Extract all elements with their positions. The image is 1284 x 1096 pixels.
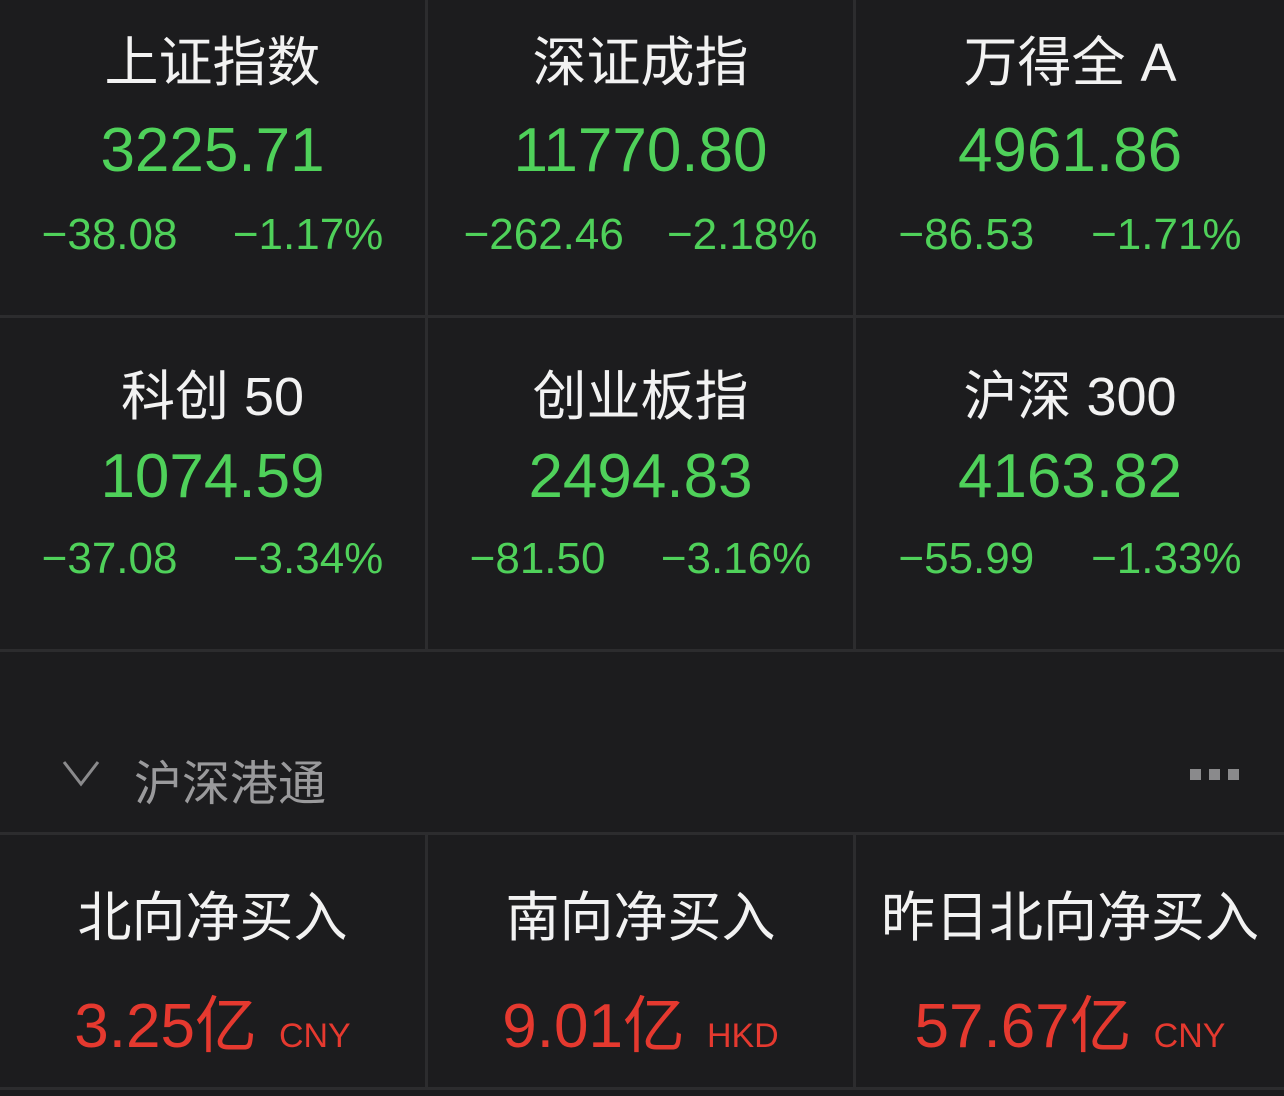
index-card[interactable]: 沪深 300 4163.82 −55.99 −1.33% bbox=[856, 318, 1284, 652]
index-card[interactable]: 上证指数 3225.71 −38.08 −1.17% bbox=[0, 0, 428, 318]
flow-name: 北向净买入 bbox=[77, 888, 348, 948]
flow-value: 57.67亿 bbox=[914, 992, 1132, 1061]
index-card[interactable]: 万得全 A 4961.86 −86.53 −1.71% bbox=[856, 0, 1284, 318]
index-pct: −3.34% bbox=[232, 534, 384, 583]
index-change: −37.08 bbox=[41, 534, 178, 583]
index-grid-row-2: 科创 50 1074.59 −37.08 −3.34% 创业板指 2494.83 … bbox=[0, 318, 1284, 652]
connect-flow-row: 北向净买入 3.25亿 CNY 南向净买入 9.01亿 HKD 昨日北向净买入 57… bbox=[0, 835, 1284, 1090]
index-change: −81.50 bbox=[469, 534, 606, 583]
index-grid-row-1: 上证指数 3225.71 −38.08 −1.17% 深证成指 11770.80 … bbox=[0, 0, 1284, 318]
index-pct: −1.71% bbox=[1091, 210, 1242, 259]
index-pct: −1.17% bbox=[232, 210, 384, 259]
index-price: 2494.83 bbox=[528, 442, 753, 511]
index-pct: −3.16% bbox=[660, 534, 812, 583]
index-name: 万得全 A bbox=[963, 33, 1177, 93]
index-price: 4163.82 bbox=[957, 442, 1183, 511]
index-card[interactable]: 深证成指 11770.80 −262.46 −2.18% bbox=[428, 0, 856, 318]
flow-card[interactable]: 南向净买入 9.01亿 HKD bbox=[428, 835, 856, 1090]
flow-card[interactable]: 北向净买入 3.25亿 CNY bbox=[0, 835, 428, 1090]
more-icon[interactable] bbox=[1190, 769, 1239, 780]
index-name: 沪深 300 bbox=[963, 367, 1177, 427]
flow-currency: CNY bbox=[278, 1017, 351, 1055]
flow-card[interactable]: 昨日北向净买入 57.67亿 CNY bbox=[856, 835, 1284, 1090]
chevron-down-icon[interactable] bbox=[62, 758, 100, 788]
flow-name: 南向净买入 bbox=[505, 888, 776, 948]
section-header bbox=[0, 652, 1284, 835]
index-name: 创业板指 bbox=[532, 367, 749, 427]
flow-currency: CNY bbox=[1153, 1017, 1226, 1055]
index-pct: −1.33% bbox=[1091, 534, 1242, 583]
index-name: 深证成指 bbox=[532, 33, 749, 93]
flow-currency: HKD bbox=[706, 1017, 779, 1055]
index-change: −55.99 bbox=[898, 534, 1035, 583]
flow-name: 昨日北向净买入 bbox=[881, 888, 1259, 948]
index-card[interactable]: 科创 50 1074.59 −37.08 −3.34% bbox=[0, 318, 428, 652]
index-change: −86.53 bbox=[898, 210, 1035, 259]
index-change: −262.46 bbox=[463, 210, 624, 259]
index-name: 上证指数 bbox=[104, 33, 321, 93]
index-price: 4961.86 bbox=[957, 116, 1183, 185]
index-name: 科创 50 bbox=[120, 367, 305, 427]
flow-value: 9.01亿 bbox=[502, 992, 685, 1061]
index-change: −38.08 bbox=[41, 210, 178, 259]
index-price: 11770.80 bbox=[513, 116, 768, 185]
index-pct: −2.18% bbox=[666, 210, 818, 259]
index-card[interactable]: 创业板指 2494.83 −81.50 −3.16% bbox=[428, 318, 856, 652]
section-title[interactable]: 沪深港通 bbox=[134, 758, 327, 811]
index-price: 1074.59 bbox=[100, 442, 325, 511]
index-price: 3225.71 bbox=[100, 116, 325, 185]
flow-value: 3.25亿 bbox=[74, 992, 257, 1061]
